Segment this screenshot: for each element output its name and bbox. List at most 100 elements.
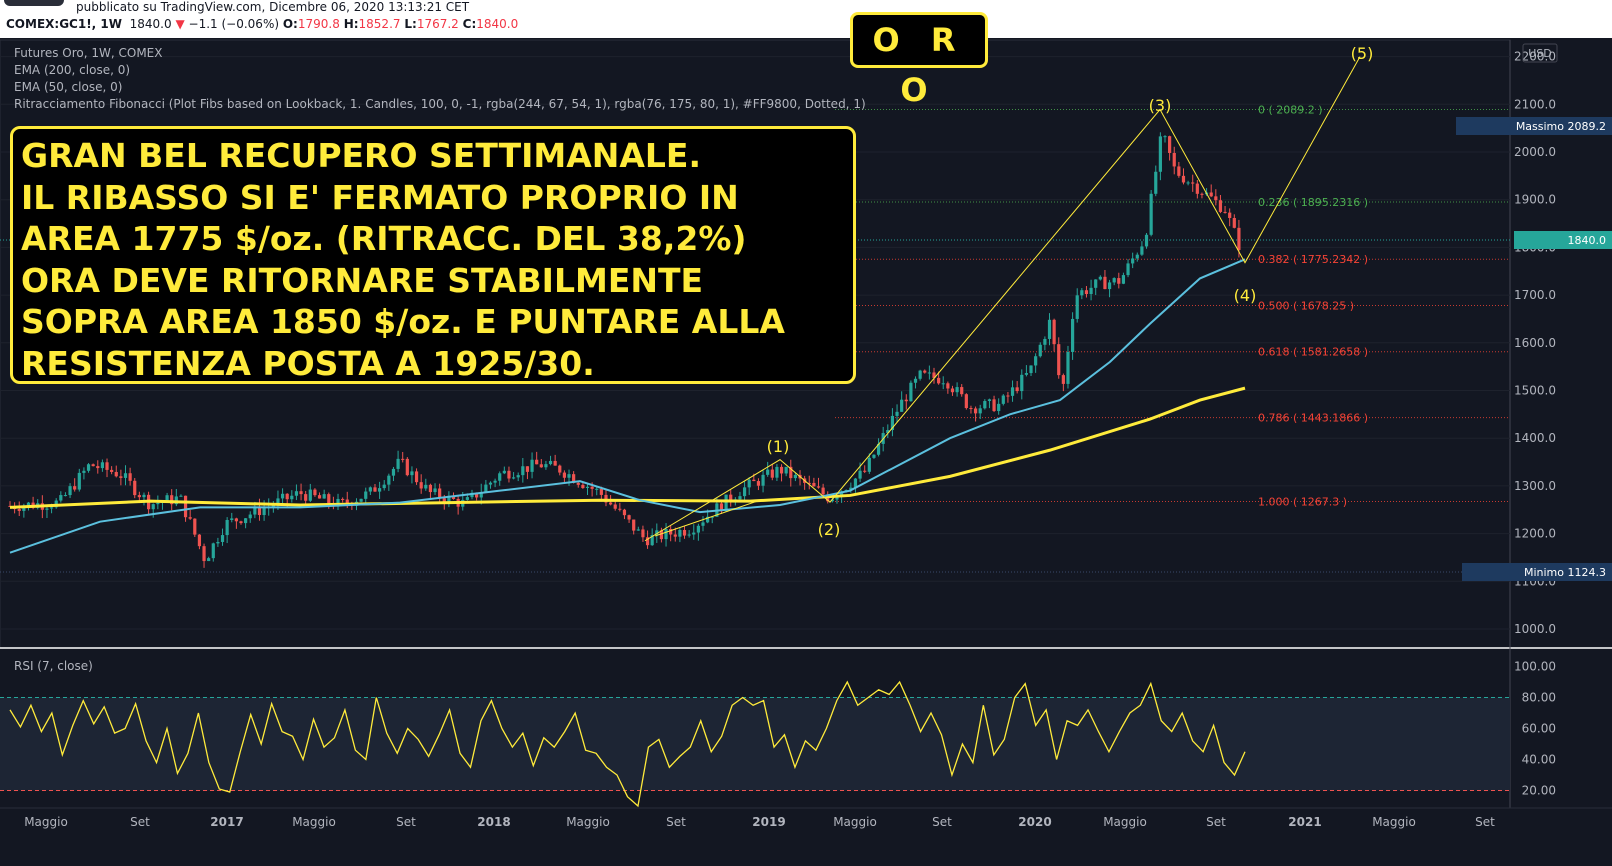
candle-body xyxy=(188,517,192,519)
candle xyxy=(738,491,742,500)
wave-label: (1) xyxy=(767,437,790,456)
close-value: 1840.0 xyxy=(476,17,519,31)
candle-body xyxy=(276,498,280,506)
candle-body xyxy=(692,532,696,535)
candle-body xyxy=(548,460,553,465)
candle xyxy=(1071,312,1075,360)
candle-body xyxy=(950,388,955,393)
candle-body xyxy=(960,387,964,395)
x-tick-label: Set xyxy=(130,815,150,829)
candle-body xyxy=(207,558,211,562)
candle xyxy=(82,467,86,480)
candle-body xyxy=(678,529,682,537)
candle-body xyxy=(114,471,118,477)
wave-label: (4) xyxy=(1234,286,1257,305)
candle xyxy=(373,483,377,492)
candle-body xyxy=(1043,338,1047,345)
candle-body xyxy=(211,543,215,559)
candle-body xyxy=(1024,373,1028,375)
candle xyxy=(923,369,927,374)
candle xyxy=(927,365,931,380)
candle-body xyxy=(770,469,774,478)
candle-body xyxy=(77,472,81,490)
candle-body xyxy=(327,494,331,504)
candle xyxy=(613,500,617,511)
candle-body xyxy=(669,528,673,535)
candle-body xyxy=(941,383,945,385)
candle-body xyxy=(396,458,400,469)
price-tag-text: Massimo 2089.2 xyxy=(1516,120,1606,133)
candle xyxy=(405,457,409,477)
ohlc-line: COMEX:GC1!, 1W 1840.0 ▼ −1.1 (−0.06%) O:… xyxy=(6,17,518,31)
candle-body xyxy=(650,534,654,546)
candle-body xyxy=(946,383,950,389)
x-tick-label: Set xyxy=(1206,815,1226,829)
candle-body xyxy=(271,505,275,507)
candle xyxy=(170,489,174,511)
x-tick-label: Set xyxy=(932,815,952,829)
candle-body xyxy=(1080,290,1084,296)
y-tick-label: 1200.0 xyxy=(1514,527,1556,541)
candle-body xyxy=(451,495,456,499)
candle xyxy=(627,514,631,523)
candle xyxy=(280,488,285,506)
candle-body xyxy=(1052,319,1056,345)
candle xyxy=(775,463,779,482)
candle xyxy=(336,493,340,510)
candle-body xyxy=(447,495,451,503)
candle-body xyxy=(645,537,650,546)
candle-body xyxy=(1168,136,1172,153)
candle-body xyxy=(133,480,137,496)
candle-body xyxy=(553,460,557,466)
candle xyxy=(105,458,109,478)
candle xyxy=(632,519,636,535)
candle xyxy=(220,528,225,546)
candle-body xyxy=(1237,227,1241,250)
candle xyxy=(391,466,396,482)
candle-body xyxy=(308,489,312,501)
candle-body xyxy=(488,482,493,485)
candle xyxy=(378,481,382,499)
candle xyxy=(1195,179,1199,199)
ema50-line xyxy=(9,258,1246,554)
candle xyxy=(257,498,262,521)
candle xyxy=(1107,279,1112,298)
candle xyxy=(904,394,908,410)
candle xyxy=(1121,272,1126,285)
candle-body xyxy=(137,495,141,498)
candle-body xyxy=(230,518,234,520)
candle xyxy=(419,474,423,494)
candle-body xyxy=(59,495,63,501)
low-label: L: xyxy=(404,17,417,31)
wave-label: (3) xyxy=(1149,96,1172,115)
analysis-note: GRAN BEL RECUPERO SETTIMANALE. IL RIBASS… xyxy=(10,126,856,384)
time-axis[interactable]: Maggio Set 2017 Maggio Set 2018 Maggio Set 2019 M… xyxy=(0,807,1612,842)
candle xyxy=(211,542,215,562)
x-tick-label: Maggio xyxy=(566,815,610,829)
candle-body xyxy=(1154,171,1158,194)
price-axis[interactable]: 2200.02100.02000.01900.01800.01700.01600… xyxy=(1456,43,1612,636)
candle xyxy=(807,475,811,490)
rsi-pane[interactable]: 100.00 80.00 60.00 40.00 20.00 RSI (7, close) xyxy=(0,659,1556,808)
candle xyxy=(886,424,890,438)
candle-body xyxy=(535,459,539,465)
x-tick-label: Maggio xyxy=(833,815,877,829)
candle-body xyxy=(428,484,433,493)
y-tick-label: 1900.0 xyxy=(1514,193,1556,207)
candle xyxy=(410,466,414,484)
candle-body xyxy=(1223,211,1227,213)
candle-body xyxy=(562,472,566,478)
candle-body xyxy=(581,484,585,489)
candle-body xyxy=(609,502,613,505)
candle xyxy=(1144,232,1149,249)
candle-body xyxy=(511,477,516,479)
price-tag: 1840.0 xyxy=(1514,231,1612,249)
candle xyxy=(239,520,243,525)
candle-body xyxy=(105,462,109,470)
candle-body xyxy=(659,530,664,540)
candle-body xyxy=(183,495,188,518)
candle-body xyxy=(220,535,225,542)
candle-body xyxy=(858,470,862,479)
candle-body xyxy=(1144,234,1149,247)
